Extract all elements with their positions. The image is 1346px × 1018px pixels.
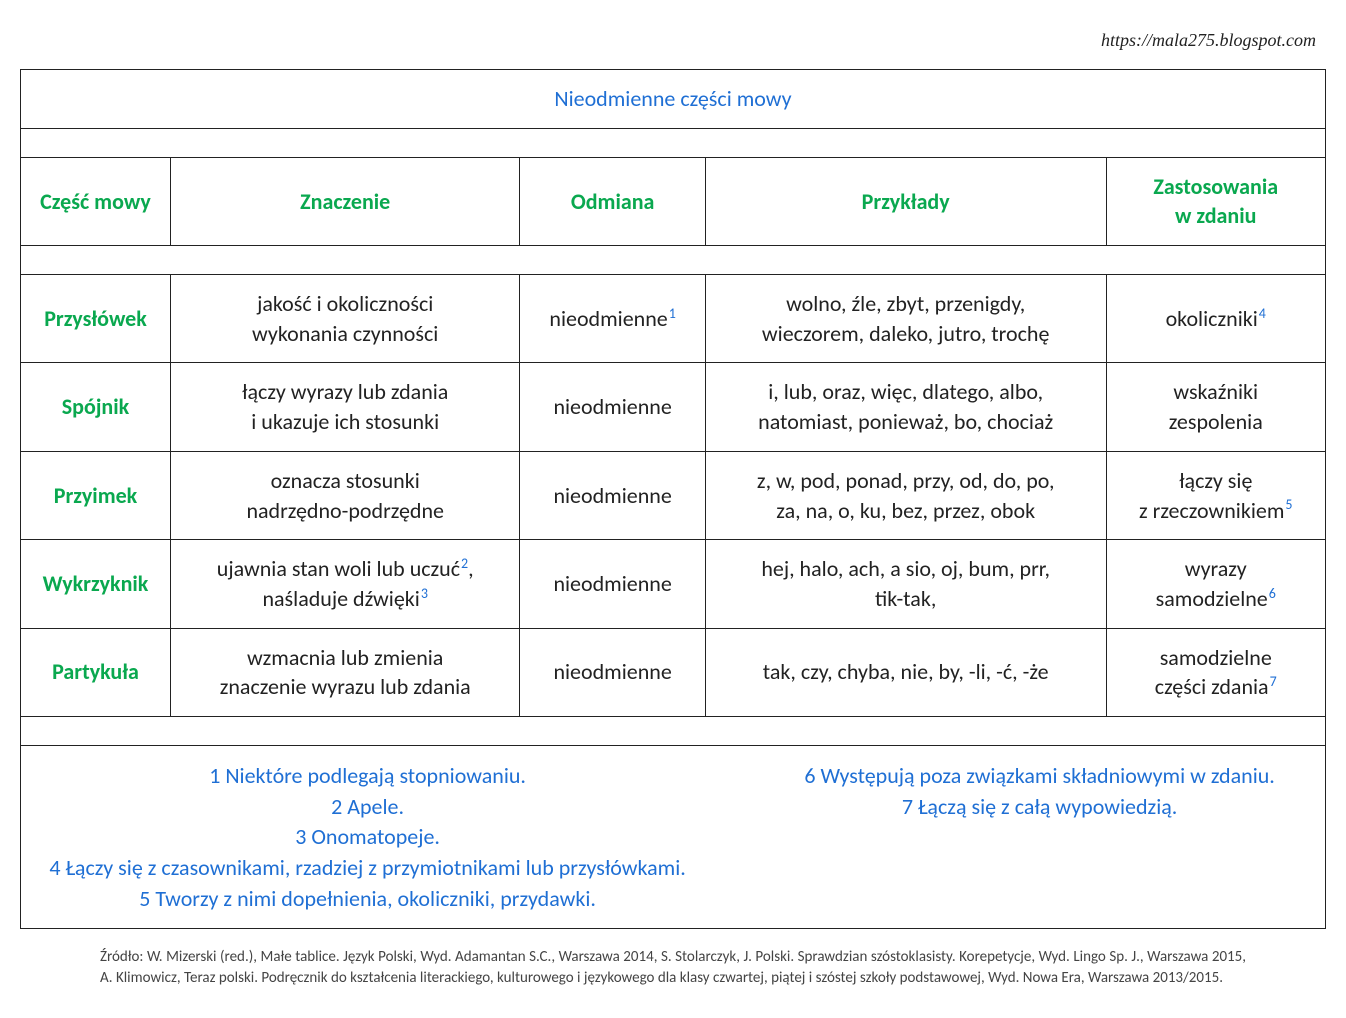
col-declension: Odmiana [520, 157, 705, 245]
text: nadrzędno-podrzędne [246, 497, 444, 524]
text: zespolenia [1169, 408, 1263, 435]
footnote-ref: 3 [421, 585, 428, 602]
text: części zdania [1155, 673, 1269, 700]
footnote-1: 1 Niektóre podlegają stopniowaniu. [31, 761, 704, 791]
row-declension: nieodmienne [520, 451, 705, 539]
col-usage: Zastosowania w zdaniu [1106, 157, 1326, 245]
text: tik-tak, [875, 585, 936, 612]
col-usage-l2: w zdaniu [1175, 202, 1256, 229]
text: łączy się [1179, 467, 1252, 494]
text: z, w, pod, ponad, przy, od, do, po, [757, 467, 1055, 494]
spacer [21, 716, 1326, 745]
text: okoliczniki [1166, 305, 1258, 332]
row-declension: nieodmienne [520, 363, 705, 451]
text: naśladuje dźwięki [262, 585, 419, 612]
text: hej, halo, ach, a sio, oj, bum, prr, [761, 555, 1050, 582]
col-examples: Przykłady [705, 157, 1106, 245]
row-examples: z, w, pod, ponad, przy, od, do, po, za, … [705, 451, 1106, 539]
text: nieodmienne [549, 305, 667, 332]
table-row: Przyimek oznacza stosunki nadrzędno-podr… [21, 451, 1326, 539]
row-declension: nieodmienne1 [520, 275, 705, 363]
row-declension: nieodmienne [520, 628, 705, 716]
text: wieczorem, daleko, jutro, trochę [762, 320, 1049, 347]
row-name: Partykuła [21, 628, 171, 716]
text: samodzielne [1156, 585, 1268, 612]
footnote-6: 6 Występują poza związkami składniowymi … [764, 761, 1315, 791]
text: oznacza stosunki [271, 467, 420, 494]
table-row: Wykrzyknik ujawnia stan woli lub uczuć2,… [21, 540, 1326, 628]
spacer [21, 246, 1326, 275]
source-citation: Źródło: W. Mizerski (red.), Małe tablice… [100, 947, 1246, 988]
table-title: Nieodmienne części mowy [21, 70, 1326, 129]
row-examples: tak, czy, chyba, nie, by, -li, -ć, -że [705, 628, 1106, 716]
text: za, na, o, ku, bez, przez, obok [776, 497, 1035, 524]
row-usage: okoliczniki4 [1106, 275, 1326, 363]
row-usage: łączy się z rzeczownikiem5 [1106, 451, 1326, 539]
footnote-4: 4 Łączy się z czasownikami, rzadziej z p… [31, 853, 704, 883]
footnote-2: 2 Apele. [31, 792, 704, 822]
footnote-3: 3 Onomatopeje. [31, 822, 704, 852]
row-declension: nieodmienne [520, 540, 705, 628]
row-name: Spójnik [21, 363, 171, 451]
text: łączy wyrazy lub zdania [242, 378, 448, 405]
row-meaning: jakość i okoliczności wykonania czynnośc… [171, 275, 520, 363]
row-meaning: oznacza stosunki nadrzędno-podrzędne [171, 451, 520, 539]
text: wskaźniki [1173, 378, 1258, 405]
text: i ukazuje ich stosunki [251, 408, 439, 435]
row-examples: hej, halo, ach, a sio, oj, bum, prr, tik… [705, 540, 1106, 628]
text: wolno, źle, zbyt, przenigdy, [786, 290, 1025, 317]
text: jakość i okoliczności [257, 290, 433, 317]
text: znaczenie wyrazu lub zdania [220, 673, 471, 700]
spacer [21, 128, 1326, 157]
footnote-ref: 5 [1285, 496, 1292, 513]
text: ujawnia stan woli lub uczuć [217, 555, 460, 582]
footnote-7: 7 Łączą się z całą wypowiedzią. [764, 792, 1315, 822]
row-name: Przysłówek [21, 275, 171, 363]
col-part-of-speech: Część mowy [21, 157, 171, 245]
footnote-ref: 1 [669, 305, 676, 322]
row-meaning: ujawnia stan woli lub uczuć2, naśladuje … [171, 540, 520, 628]
table-row: Partykuła wzmacnia lub zmienia znaczenie… [21, 628, 1326, 716]
grammar-table: Nieodmienne części mowy Część mowy Znacz… [20, 69, 1326, 929]
row-meaning: łączy wyrazy lub zdania i ukazuje ich st… [171, 363, 520, 451]
row-usage: wskaźniki zespolenia [1106, 363, 1326, 451]
col-meaning: Znaczenie [171, 157, 520, 245]
text: , [468, 555, 474, 582]
row-meaning: wzmacnia lub zmienia znaczenie wyrazu lu… [171, 628, 520, 716]
col-usage-l1: Zastosowania [1153, 173, 1278, 200]
row-examples: i, lub, oraz, więc, dlatego, albo, natom… [705, 363, 1106, 451]
text: wykonania czynności [252, 320, 438, 347]
source-url: https://mala275.blogspot.com [20, 30, 1316, 51]
row-name: Przyimek [21, 451, 171, 539]
footnote-ref: 6 [1269, 585, 1276, 602]
text: wzmacnia lub zmienia [247, 644, 443, 671]
table-row: Przysłówek jakość i okoliczności wykonan… [21, 275, 1326, 363]
row-usage: wyrazy samodzielne6 [1106, 540, 1326, 628]
row-usage: samodzielne części zdania7 [1106, 628, 1326, 716]
text: wyrazy [1185, 555, 1247, 582]
text: samodzielne [1160, 644, 1272, 671]
text: z rzeczownikiem [1139, 497, 1284, 524]
footnote-ref: 4 [1259, 305, 1266, 322]
footnotes: 1 Niektóre podlegają stopniowaniu. 2 Ape… [21, 745, 1326, 928]
text: natomiast, ponieważ, bo, chociaż [758, 408, 1053, 435]
row-examples: wolno, źle, zbyt, przenigdy, wieczorem, … [705, 275, 1106, 363]
footnote-ref: 7 [1270, 673, 1277, 690]
row-name: Wykrzyknik [21, 540, 171, 628]
text: i, lub, oraz, więc, dlatego, albo, [768, 378, 1043, 405]
table-row: Spójnik łączy wyrazy lub zdania i ukazuj… [21, 363, 1326, 451]
